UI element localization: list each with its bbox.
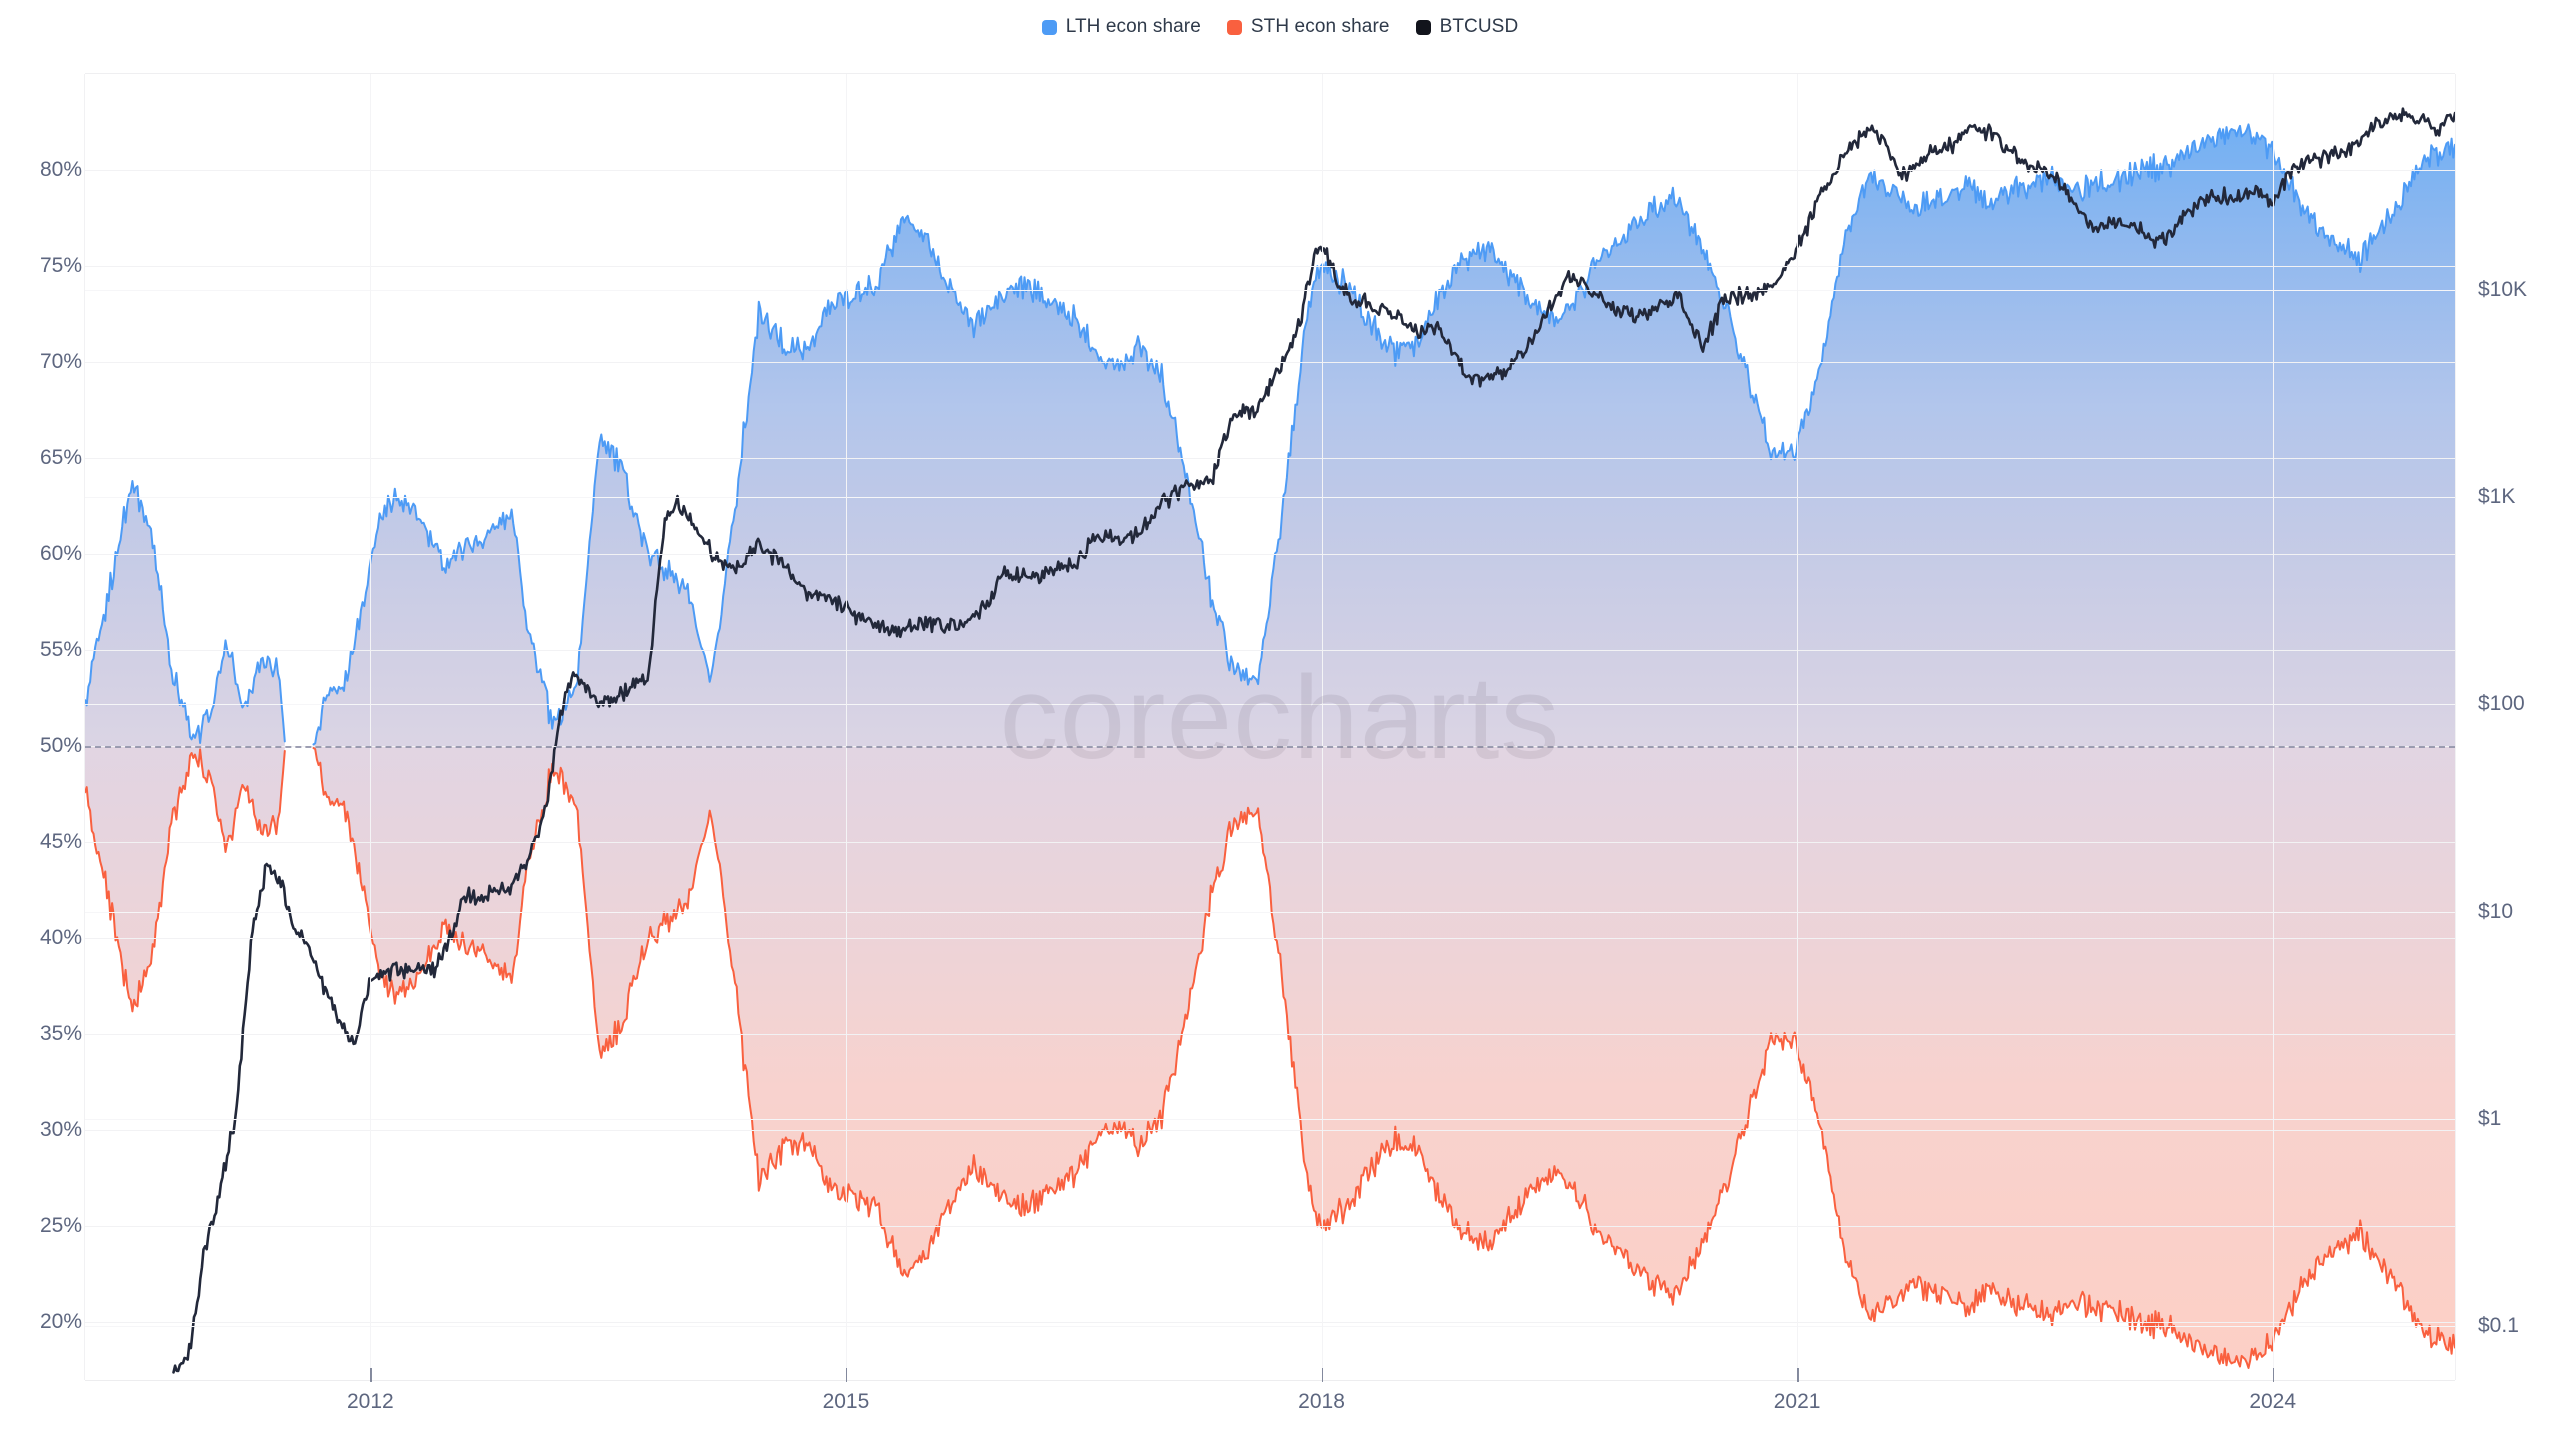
legend-item-sth[interactable]: STH econ share (1226, 16, 1390, 38)
y2-tick-label-10000: $10K (2478, 277, 2528, 301)
gridline-price-1 (85, 1118, 2455, 1120)
legend-swatch-lth-icon (1041, 19, 1057, 35)
x-tick-mark-2012 (370, 1368, 372, 1382)
plot-border-left (84, 74, 86, 1380)
gridline-price-100 (85, 704, 2455, 706)
y2-tick-label-1: $1 (2478, 1106, 2502, 1130)
area-lth (85, 123, 2455, 747)
x-tick-mark-2021 (1797, 1368, 1799, 1382)
plot-area (85, 74, 2455, 1380)
legend-swatch-btcusd-icon (1415, 19, 1431, 35)
y2-tick-label-0.1: $0.1 (2478, 1314, 2519, 1338)
x-tick-label-2012: 2012 (346, 1390, 394, 1413)
gridline-y-55 (85, 650, 2455, 652)
gridline-x-2015 (845, 74, 847, 1380)
gridline-y-75 (85, 266, 2455, 268)
y-tick-label-80: 80% (39, 158, 82, 182)
y2-tick-label-10: $10 (2478, 899, 2514, 923)
y-tick-label-65: 65% (39, 446, 82, 470)
y-tick-label-75: 75% (39, 254, 82, 278)
legend-item-lth[interactable]: LTH econ share (1041, 16, 1201, 38)
legend-label-lth: LTH econ share (1065, 16, 1201, 37)
y-tick-label-30: 30% (39, 1118, 82, 1142)
gridline-price-10 (85, 911, 2455, 913)
y2-tick-label-100: $100 (2478, 692, 2525, 716)
y-tick-label-40: 40% (39, 926, 82, 950)
gridline-price-0.1 (85, 1326, 2455, 1328)
gridline-y-70 (85, 362, 2455, 364)
gridline-y-40 (85, 938, 2455, 940)
x-tick-label-2018: 2018 (1298, 1390, 1345, 1413)
y-tick-label-70: 70% (39, 350, 82, 374)
gridline-y-20 (85, 1322, 2455, 1324)
gridline-y-35 (85, 1034, 2455, 1036)
y-tick-label-20: 20% (39, 1310, 82, 1334)
y-tick-label-35: 35% (39, 1022, 82, 1046)
gridline-y-25 (85, 1226, 2455, 1228)
gridline-x-2018 (1321, 74, 1323, 1380)
gridline-y-65 (85, 458, 2455, 460)
legend-swatch-sth-icon (1226, 19, 1242, 35)
x-tick-mark-2018 (1321, 1368, 1324, 1382)
gridline-y-80 (85, 170, 2455, 172)
x-tick-mark-2015 (845, 1368, 848, 1382)
gridline-x-2012 (370, 74, 372, 1380)
x-tick-label-2015: 2015 (822, 1390, 870, 1413)
gridline-x-2021 (1797, 74, 1799, 1380)
reference-line-50pct (85, 746, 2455, 749)
gridline-x-2024 (2272, 74, 2274, 1380)
gridline-price-1000 (85, 497, 2455, 499)
y-tick-label-50: 50% (39, 734, 82, 758)
gridline-y-60 (85, 554, 2455, 556)
x-tick-mark-2024 (2272, 1368, 2275, 1382)
gridline-y-45 (85, 842, 2455, 844)
y-tick-label-60: 60% (39, 542, 82, 566)
area-sth (85, 746, 2455, 1369)
gridline-price-10000 (85, 289, 2455, 291)
y-tick-label-55: 55% (39, 638, 82, 662)
legend-label-btcusd: BTCUSD (1439, 16, 1519, 37)
legend-item-btcusd[interactable]: BTCUSD (1415, 16, 1519, 38)
legend-label-sth: STH econ share (1250, 16, 1390, 37)
x-tick-label-2021: 2021 (1773, 1390, 1821, 1413)
y-tick-label-25: 25% (39, 1214, 82, 1238)
series-canvas (85, 107, 2455, 1374)
y-tick-label-45: 45% (39, 830, 82, 854)
line-btcusd (172, 107, 2455, 1374)
plot-border-bottom (85, 1379, 2455, 1381)
y2-tick-label-1000: $1K (2478, 485, 2516, 509)
gridline-y-30 (85, 1130, 2455, 1132)
x-tick-label-2024: 2024 (2249, 1390, 2297, 1413)
chart-legend: LTH econ share STH econ share BTCUSD (0, 10, 2560, 44)
